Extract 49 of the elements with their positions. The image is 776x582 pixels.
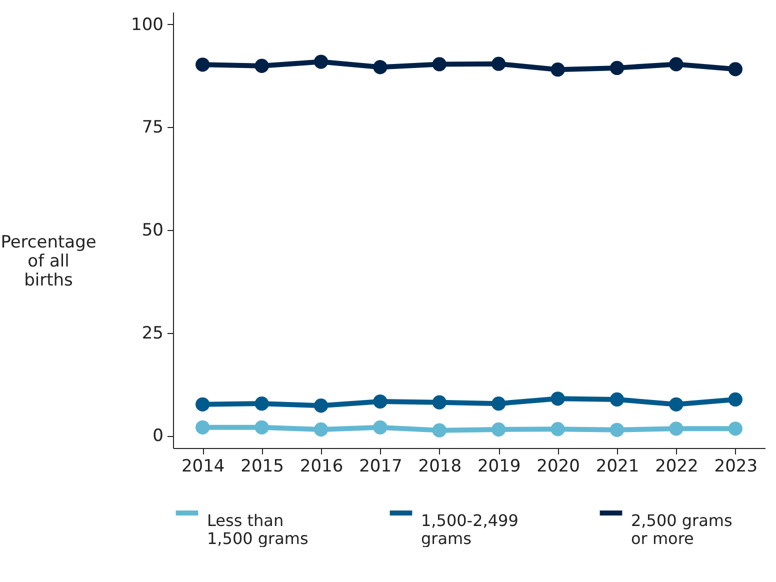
y-tick-label: 0 bbox=[152, 426, 164, 446]
x-tick-label: 2018 bbox=[418, 456, 462, 476]
point bbox=[550, 422, 565, 436]
y-tick-label: 100 bbox=[131, 14, 164, 35]
x-tick-label: 2019 bbox=[477, 456, 521, 476]
point bbox=[669, 57, 684, 72]
point bbox=[196, 58, 210, 72]
point bbox=[373, 60, 388, 74]
point bbox=[550, 392, 565, 406]
y-tick-label: 75 bbox=[142, 118, 164, 138]
point bbox=[728, 62, 742, 76]
x-tick-label: 2014 bbox=[181, 456, 225, 476]
x-tick-label: 2017 bbox=[359, 456, 402, 476]
point bbox=[492, 56, 506, 71]
point bbox=[728, 422, 742, 436]
point bbox=[254, 420, 269, 434]
x-tick-label: 2020 bbox=[536, 456, 580, 476]
point bbox=[196, 420, 210, 434]
x-tick-label: 2016 bbox=[300, 456, 344, 476]
point bbox=[432, 57, 446, 72]
y-axis-title: Percentage of all births bbox=[0, 232, 96, 290]
point bbox=[669, 422, 684, 436]
point bbox=[610, 422, 624, 437]
legend-label: 2,500 grams or more bbox=[631, 511, 732, 548]
legend-label: Less than 1,500 grams bbox=[207, 511, 308, 548]
y-tick-label: 50 bbox=[142, 220, 164, 240]
x-tick-label: 2021 bbox=[596, 456, 640, 476]
point bbox=[373, 394, 388, 409]
point bbox=[314, 54, 328, 69]
point bbox=[492, 396, 506, 411]
point bbox=[373, 420, 388, 434]
x-tick-label: 2022 bbox=[655, 456, 698, 476]
y-tick-label: 25 bbox=[142, 323, 164, 344]
point bbox=[196, 397, 210, 412]
point bbox=[254, 58, 269, 73]
point bbox=[254, 396, 269, 411]
point bbox=[669, 397, 684, 412]
point bbox=[314, 422, 328, 437]
x-tick-label: 2015 bbox=[240, 456, 284, 476]
point bbox=[432, 395, 446, 410]
point bbox=[610, 392, 624, 407]
x-tick-label: 2023 bbox=[714, 456, 758, 476]
point bbox=[728, 392, 742, 407]
legend-label: 1,500-2,499 grams bbox=[421, 511, 518, 548]
point bbox=[314, 398, 328, 413]
point bbox=[550, 62, 565, 77]
point bbox=[432, 423, 446, 438]
point bbox=[492, 422, 506, 437]
point bbox=[610, 60, 624, 75]
